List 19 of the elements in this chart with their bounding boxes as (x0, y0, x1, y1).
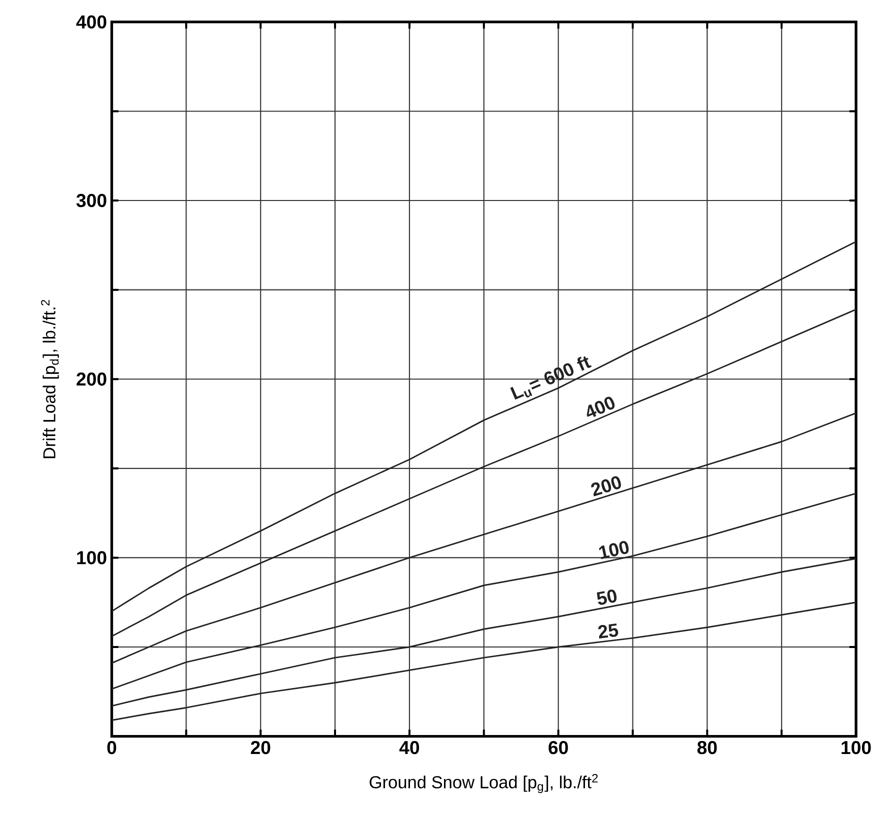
x-tick-label: 80 (697, 740, 717, 754)
line-series (112, 558, 856, 707)
line-series (112, 240, 856, 612)
x-tick-label: 40 (399, 740, 420, 754)
x-tick-label: 100 (842, 740, 871, 754)
x-axis-title: Ground Snow Load [p$_{g}$], lb./ft$^{2}$ (370, 774, 598, 794)
line-series (112, 308, 856, 637)
x-tick-label: 60 (548, 740, 568, 754)
y-tick-label: 100 (77, 551, 106, 564)
text: 100 (599, 540, 629, 560)
x-tick-label: 20 (250, 740, 270, 754)
y-tick-label: 400 (76, 15, 106, 28)
y-tick-label: 200 (76, 372, 106, 386)
y-tick-label: 300 (76, 194, 106, 208)
text: 200 (591, 476, 621, 496)
x-tick-label: 0 (107, 740, 116, 754)
text: 25 (598, 623, 618, 638)
y-axis-title: Drift Load [p$_{d}$], lb./ft.$^{2}$ (41, 300, 59, 458)
text: 50 (596, 590, 617, 605)
